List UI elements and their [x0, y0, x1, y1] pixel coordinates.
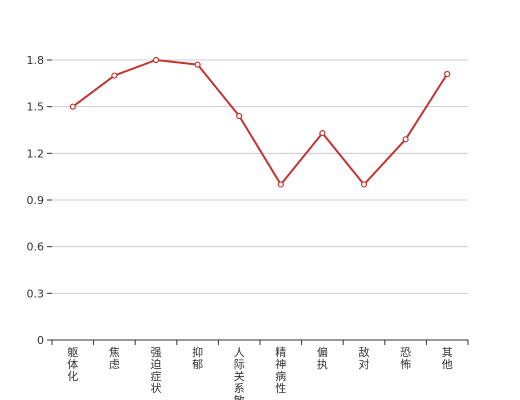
- data-point[interactable]: [111, 72, 118, 79]
- data-point[interactable]: [360, 181, 368, 188]
- x-tick-label: 抑郁: [192, 345, 203, 371]
- x-tick-label: 敌对: [359, 345, 370, 371]
- x-tick-label: 恐怖: [400, 346, 411, 371]
- x-axis: 躯体化 焦虑 强迫症状 抑郁 人际关系敏感 精神病性 偏执 敌对 恐怖 其他: [51, 339, 469, 400]
- series-line: [72, 59, 449, 186]
- data-point[interactable]: [319, 130, 326, 137]
- x-tick-label: 其他: [442, 346, 453, 371]
- y-axis: 0 0.3 0.6 0.9 1.2 1.5 1.8: [27, 54, 52, 347]
- x-tick-label: 人际关系敏感: [234, 346, 245, 400]
- x-tick-label: 焦虑: [109, 346, 120, 371]
- y-tick-label: 0.9: [27, 194, 45, 207]
- data-point[interactable]: [236, 112, 243, 120]
- series-line-group: [69, 56, 451, 188]
- y-tick-label: 0.3: [27, 287, 45, 300]
- x-tick-label: 偏执: [317, 345, 328, 371]
- x-tick-label: 躯体化: [67, 346, 78, 383]
- grid-lines: [52, 59, 468, 294]
- data-point[interactable]: [277, 181, 284, 188]
- data-point[interactable]: [402, 136, 409, 143]
- y-tick-label: 1.2: [27, 147, 45, 160]
- data-point[interactable]: [444, 70, 451, 78]
- data-point[interactable]: [69, 103, 76, 110]
- y-tick-label: 1.8: [27, 54, 45, 67]
- x-tick-label: 强迫症状: [151, 346, 162, 395]
- data-point[interactable]: [152, 56, 160, 64]
- y-tick-label: 1.5: [27, 101, 45, 114]
- data-point[interactable]: [194, 61, 201, 68]
- y-tick-label: 0.6: [27, 241, 45, 254]
- y-tick-label: 0: [37, 334, 44, 347]
- x-tick-label: 精神病性: [275, 346, 286, 395]
